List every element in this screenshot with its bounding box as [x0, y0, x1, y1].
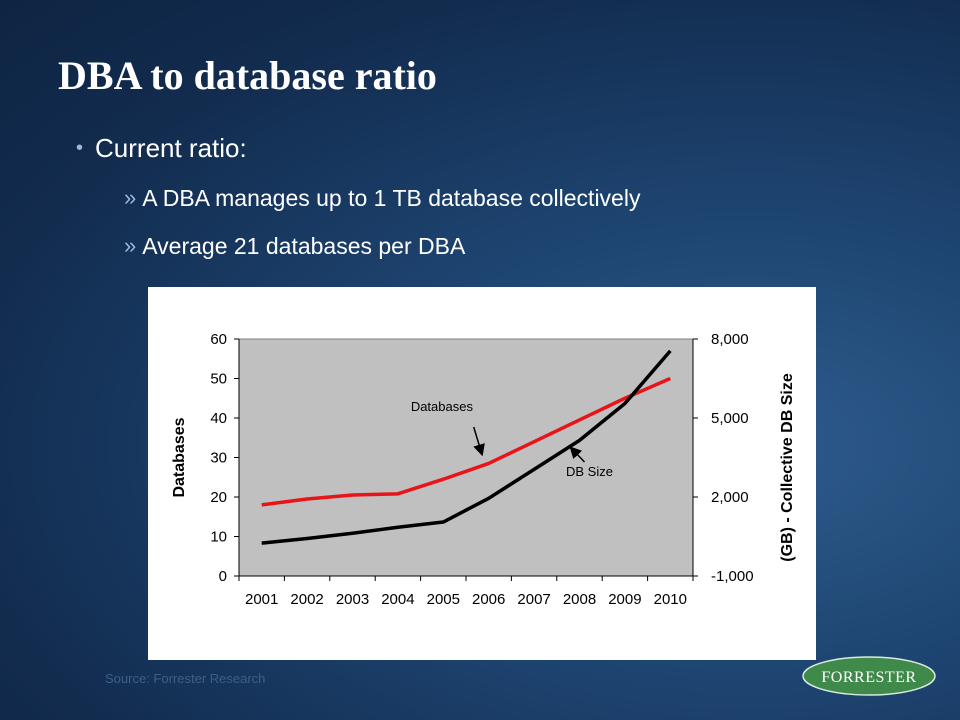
annotation-databases-label: Databases	[411, 399, 474, 414]
left-tick-label: 60	[210, 331, 227, 348]
x-tick-label: 2009	[608, 591, 641, 608]
x-tick-label: 2007	[517, 591, 550, 608]
left-axis-title: Databases	[171, 417, 188, 497]
sub-bullet-text-2: Average 21 databases per DBA	[142, 233, 466, 259]
x-tick-label: 2002	[290, 591, 323, 608]
bullet-current-ratio: • Current ratio:	[76, 133, 247, 164]
left-tick-label: 40	[210, 410, 227, 427]
sub-bullet-text-1: A DBA manages up to 1 TB database collec…	[142, 185, 641, 211]
plot-area	[238, 338, 694, 577]
bullet-dot-icon: •	[76, 137, 84, 159]
bullet-text: Current ratio:	[95, 133, 247, 163]
x-tick-label: 2001	[245, 591, 278, 608]
sub-bullet-2: » Average 21 databases per DBA	[124, 233, 465, 260]
annotation-dbsize-arrow	[569, 446, 586, 463]
x-tick-label: 2003	[336, 591, 369, 608]
right-tick-label: 5,000	[711, 410, 749, 427]
x-tick-label: 2005	[427, 591, 460, 608]
left-tick-label: 20	[210, 489, 227, 506]
sub-bullet-1: » A DBA manages up to 1 TB database coll…	[124, 185, 640, 212]
chart-container: 0 10 20 30 40 50 60 -1,000 2,000 5,000 8,000 2001 20…	[148, 287, 816, 660]
series-line-db-size	[261, 349, 672, 545]
svg-text:FORRESTER: FORRESTER	[821, 669, 916, 686]
annotation-dbsize-label: DB Size	[566, 464, 613, 479]
line-chart: 0 10 20 30 40 50 60 -1,000 2,000 5,000 8,000 2001 20…	[171, 331, 796, 608]
slide-title: DBA to database ratio	[58, 53, 437, 98]
right-tick-label: 8,000	[711, 331, 749, 348]
right-tick-label: 2,000	[711, 489, 749, 506]
source-note: Source: Forrester Research	[105, 671, 266, 686]
left-tick-label: 10	[210, 529, 227, 546]
right-tick-label: -1,000	[711, 568, 754, 585]
annotation-databases-arrow	[472, 426, 485, 457]
x-tick-label: 2006	[472, 591, 505, 608]
x-tick-label: 2008	[563, 591, 596, 608]
left-tick-label: 50	[210, 371, 227, 388]
left-tick-label: 30	[210, 450, 227, 467]
x-tick-label: 2010	[654, 591, 687, 608]
forrester-logo: FORRESTER	[802, 656, 936, 696]
sub-bullet-marker-icon: »	[124, 233, 137, 258]
series-line-databases	[261, 376, 671, 507]
right-axis-title: (GB) - Collective DB Size	[779, 373, 796, 562]
left-tick-label: 0	[219, 568, 227, 585]
sub-bullet-marker-icon: »	[124, 185, 137, 210]
x-tick-label: 2004	[381, 591, 414, 608]
